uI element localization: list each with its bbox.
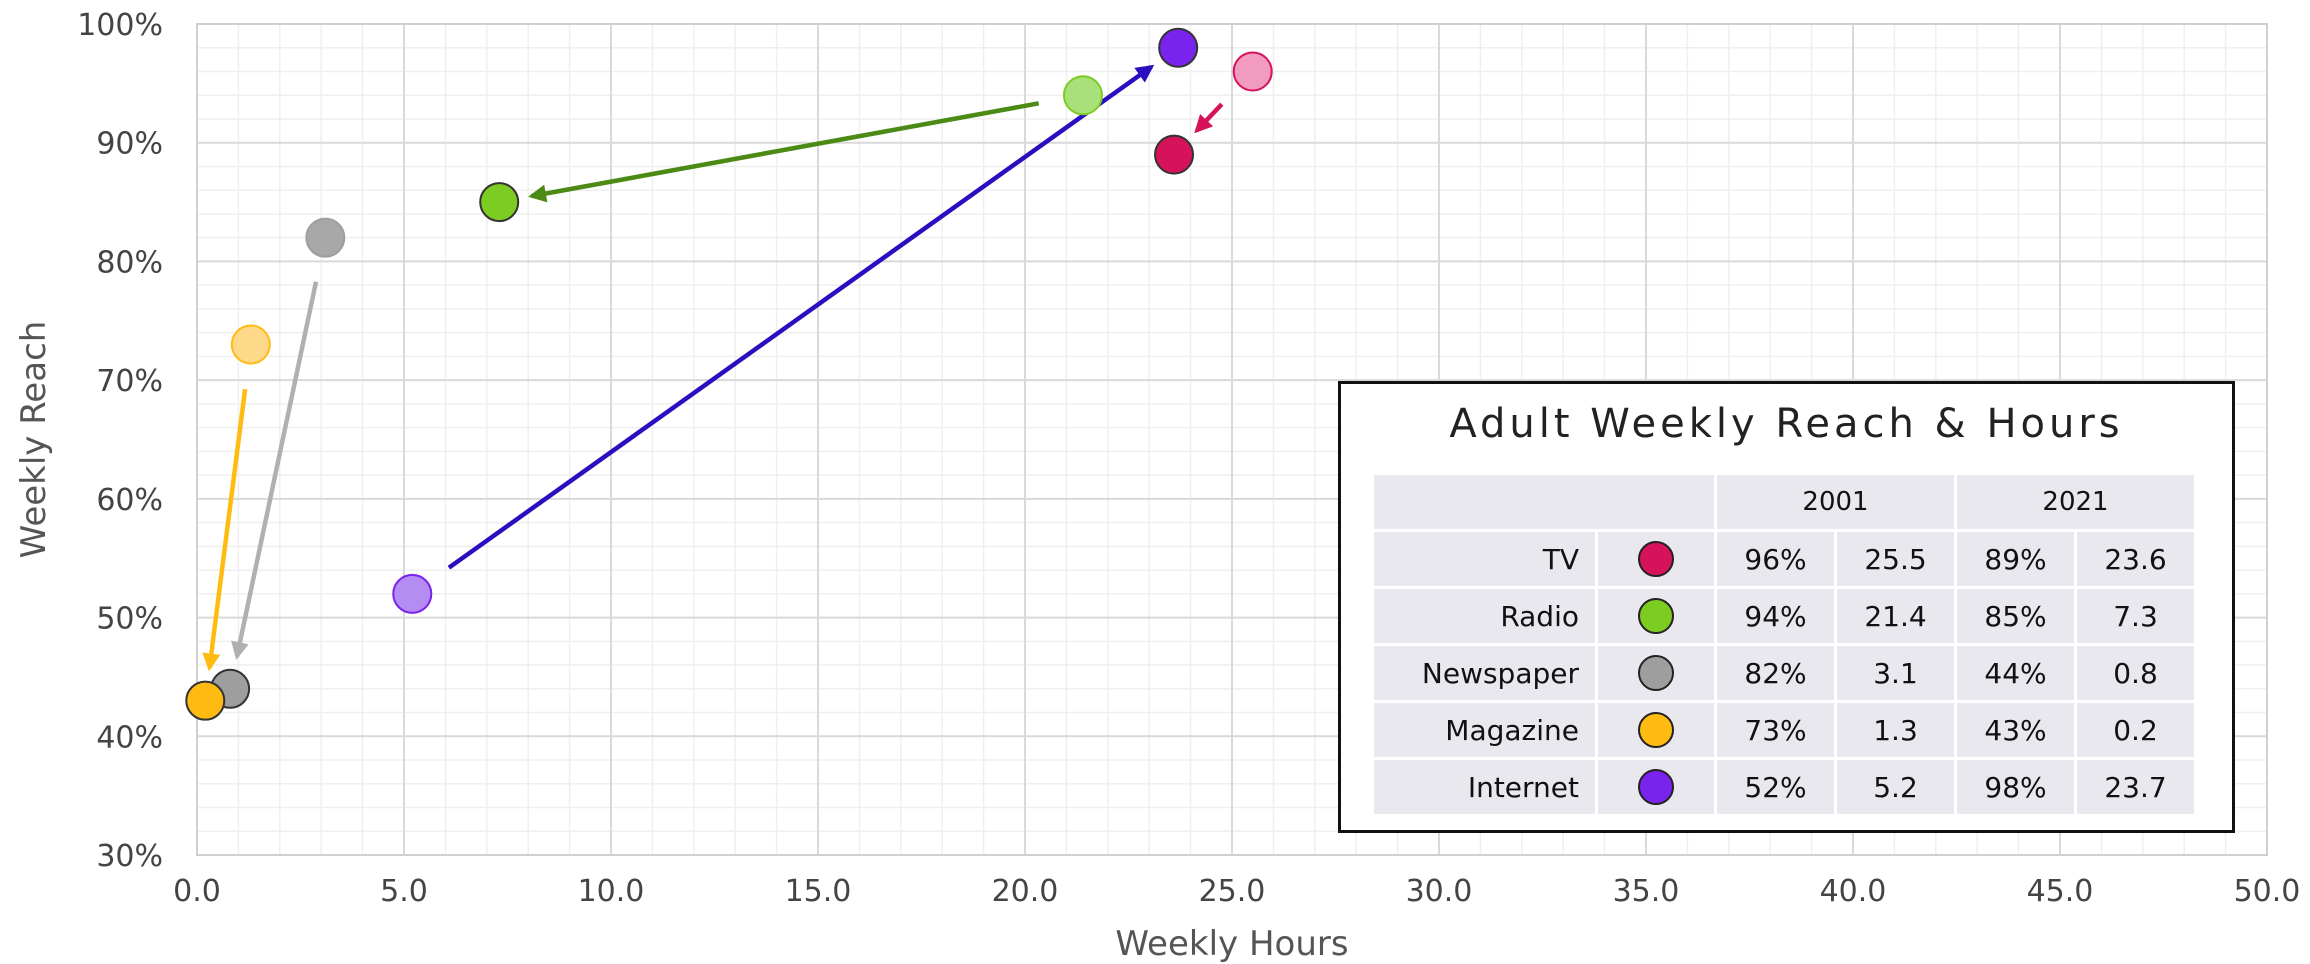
- legend-reach-2001: 94%: [1717, 589, 1834, 643]
- tv-2001-point: [1234, 52, 1272, 90]
- magazine-2021-point: [186, 682, 224, 720]
- y-tick-label: 40%: [96, 720, 163, 755]
- radio-change-arrow: [532, 103, 1039, 196]
- x-tick-label: 45.0: [2027, 874, 2094, 909]
- legend-row-name: Radio: [1374, 589, 1595, 643]
- legend-row-magazine: Magazine 73% 1.3 43% 0.2: [1374, 703, 2194, 757]
- x-axis-title: Weekly Hours: [1115, 924, 1348, 964]
- change-arrows: [209, 67, 1221, 668]
- y-tick-label: 30%: [96, 839, 163, 874]
- internet-dot-icon: [1638, 769, 1674, 805]
- x-tick-label: 5.0: [380, 874, 428, 909]
- y-tick-label: 70%: [96, 364, 163, 399]
- legend-swatch: [1598, 532, 1714, 586]
- legend-hours-2021: 23.6: [2077, 532, 2194, 586]
- legend-table-panel: Adult Weekly Reach & Hours 2001 2021 TV …: [1338, 381, 2235, 833]
- legend-row-name: TV: [1374, 532, 1595, 586]
- radio-dot-icon: [1638, 598, 1674, 634]
- legend-swatch: [1598, 589, 1714, 643]
- legend-row-name: Internet: [1374, 760, 1595, 814]
- legend-hours-2001: 25.5: [1837, 532, 1954, 586]
- radio-2021-point: [480, 183, 518, 221]
- legend-year-a: 2001: [1717, 475, 1954, 529]
- legend-year-b: 2021: [1957, 475, 2194, 529]
- y-axis-tick-labels: 30% 40% 50% 60% 70% 80% 90% 100%: [77, 8, 163, 874]
- legend-reach-2001: 82%: [1717, 646, 1834, 700]
- y-tick-label: 100%: [77, 8, 163, 43]
- magazine-change-arrow: [209, 389, 245, 668]
- internet-2001-point: [393, 575, 431, 613]
- radio-2001-point: [1064, 76, 1102, 114]
- magazine-2001-point: [232, 326, 270, 364]
- x-tick-label: 15.0: [785, 874, 852, 909]
- internet-2021-point: [1159, 29, 1197, 67]
- legend-reach-2021: 98%: [1957, 760, 2074, 814]
- legend-header-row: 2001 2021: [1374, 475, 2194, 529]
- legend-reach-2021: 89%: [1957, 532, 2074, 586]
- legend-hours-2021: 0.8: [2077, 646, 2194, 700]
- legend-row-tv: TV 96% 25.5 89% 23.6: [1374, 532, 2194, 586]
- legend-row-name: Newspaper: [1374, 646, 1595, 700]
- legend-hours-2001: 5.2: [1837, 760, 1954, 814]
- x-tick-label: 25.0: [1199, 874, 1266, 909]
- legend-hours-2021: 23.7: [2077, 760, 2194, 814]
- x-tick-label: 10.0: [578, 874, 645, 909]
- x-tick-label: 30.0: [1406, 874, 1473, 909]
- legend-row-radio: Radio 94% 21.4 85% 7.3: [1374, 589, 2194, 643]
- y-axis-title: Weekly Reach: [14, 321, 54, 559]
- legend-hours-2001: 1.3: [1837, 703, 1954, 757]
- x-tick-label: 50.0: [2234, 874, 2301, 909]
- legend-hours-2021: 7.3: [2077, 589, 2194, 643]
- y-tick-label: 80%: [96, 245, 163, 280]
- legend-row-name: Magazine: [1374, 703, 1595, 757]
- y-tick-label: 90%: [96, 127, 163, 162]
- legend-reach-2021: 85%: [1957, 589, 2074, 643]
- x-tick-label: 35.0: [1613, 874, 1680, 909]
- tv-2021-point: [1155, 136, 1193, 174]
- legend-reach-2021: 43%: [1957, 703, 2074, 757]
- y-tick-label: 60%: [96, 483, 163, 518]
- x-tick-label: 0.0: [173, 874, 221, 909]
- y-tick-label: 50%: [96, 602, 163, 637]
- newspaper-2001-point: [306, 219, 344, 257]
- legend-title: Adult Weekly Reach & Hours: [1341, 384, 2232, 464]
- legend-swatch: [1598, 703, 1714, 757]
- legend-reach-2021: 44%: [1957, 646, 2074, 700]
- legend-hours-2001: 21.4: [1837, 589, 1954, 643]
- magazine-dot-icon: [1638, 712, 1674, 748]
- x-tick-label: 20.0: [992, 874, 1059, 909]
- legend-row-newspaper: Newspaper 82% 3.1 44% 0.8: [1374, 646, 2194, 700]
- legend-reach-2001: 52%: [1717, 760, 1834, 814]
- x-tick-label: 40.0: [1820, 874, 1887, 909]
- x-axis-tick-labels: 0.0 5.0 10.0 15.0 20.0 25.0 30.0 35.0 40.0 45.0 50…: [173, 874, 2300, 909]
- legend-reach-2001: 96%: [1717, 532, 1834, 586]
- tv-change-arrow: [1197, 104, 1222, 130]
- legend-swatch: [1598, 646, 1714, 700]
- legend-swatch: [1598, 760, 1714, 814]
- data-points: [186, 29, 1271, 720]
- legend-reach-2001: 73%: [1717, 703, 1834, 757]
- legend-hours-2001: 3.1: [1837, 646, 1954, 700]
- tv-dot-icon: [1638, 541, 1674, 577]
- legend-header-blank: [1374, 475, 1714, 529]
- legend-row-internet: Internet 52% 5.2 98% 23.7: [1374, 760, 2194, 814]
- legend-hours-2021: 0.2: [2077, 703, 2194, 757]
- newspaper-dot-icon: [1638, 655, 1674, 691]
- legend-table: 2001 2021 TV 96% 25.5 89% 23.6 Radio 94%…: [1371, 472, 2197, 817]
